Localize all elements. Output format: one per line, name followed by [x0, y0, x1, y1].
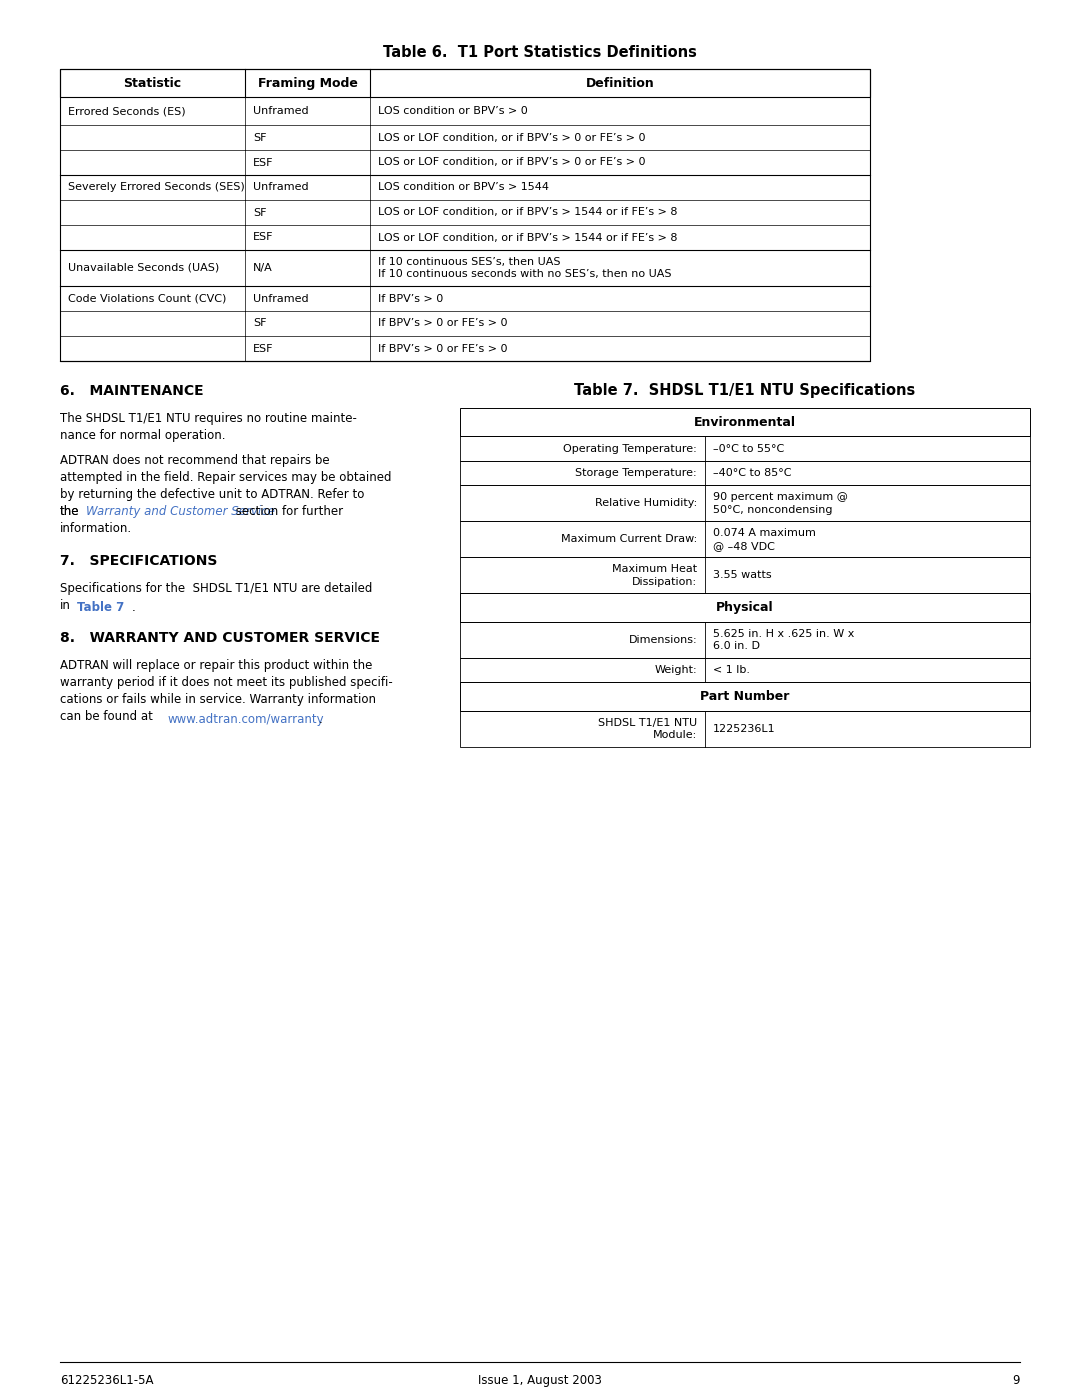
Text: Maximum Current Draw:: Maximum Current Draw: — [561, 535, 697, 545]
Text: –40°C to 85°C: –40°C to 85°C — [713, 468, 792, 478]
Text: Issue 1, August 2003: Issue 1, August 2003 — [478, 1375, 602, 1387]
Text: < 1 lb.: < 1 lb. — [713, 665, 751, 675]
Text: Specifications for the  SHDSL T1/E1 NTU are detailed
in: Specifications for the SHDSL T1/E1 NTU a… — [60, 583, 373, 612]
Text: Unavailable Seconds (UAS): Unavailable Seconds (UAS) — [68, 263, 219, 272]
Text: ADTRAN will replace or repair this product within the
warranty period if it does: ADTRAN will replace or repair this produ… — [60, 659, 393, 724]
Text: SF: SF — [253, 319, 267, 328]
Bar — [460, 594, 1030, 622]
Bar — [60, 68, 870, 360]
Bar — [60, 68, 870, 96]
Text: LOS condition or BPV’s > 1544: LOS condition or BPV’s > 1544 — [378, 183, 549, 193]
Text: Table 6.  T1 Port Statistics Definitions: Table 6. T1 Port Statistics Definitions — [383, 45, 697, 60]
Text: Relative Humidity:: Relative Humidity: — [595, 499, 697, 509]
Text: SF: SF — [253, 133, 267, 142]
Text: 9: 9 — [1013, 1375, 1020, 1387]
Text: If BPV’s > 0: If BPV’s > 0 — [378, 293, 443, 303]
Text: 8.   WARRANTY AND CUSTOMER SERVICE: 8. WARRANTY AND CUSTOMER SERVICE — [60, 631, 380, 645]
Text: LOS or LOF condition, or if BPV’s > 0 or FE’s > 0: LOS or LOF condition, or if BPV’s > 0 or… — [378, 158, 646, 168]
Text: Unframed: Unframed — [253, 106, 309, 116]
Text: 6.   MAINTENANCE: 6. MAINTENANCE — [60, 384, 204, 398]
Bar — [460, 622, 1030, 658]
Text: 0.074 A maximum
@ –48 VDC: 0.074 A maximum @ –48 VDC — [713, 528, 816, 550]
Text: LOS condition or BPV’s > 0: LOS condition or BPV’s > 0 — [378, 106, 528, 116]
Text: Environmental: Environmental — [694, 416, 796, 429]
Text: LOS or LOF condition, or if BPV’s > 1544 or if FE’s > 8: LOS or LOF condition, or if BPV’s > 1544… — [378, 232, 677, 243]
Text: Severely Errored Seconds (SES): Severely Errored Seconds (SES) — [68, 183, 245, 193]
Text: Unframed: Unframed — [253, 183, 309, 193]
Text: SF: SF — [253, 208, 267, 218]
Bar — [460, 557, 1030, 594]
Text: LOS or LOF condition, or if BPV’s > 1544 or if FE’s > 8: LOS or LOF condition, or if BPV’s > 1544… — [378, 208, 677, 218]
Text: Unframed: Unframed — [253, 293, 309, 303]
Text: Table 7: Table 7 — [78, 602, 125, 615]
Bar — [460, 658, 1030, 683]
Text: 61225236L1-5A: 61225236L1-5A — [60, 1375, 153, 1387]
Text: Definition: Definition — [585, 77, 654, 89]
Text: .: . — [132, 602, 135, 615]
Text: ESF: ESF — [253, 158, 273, 168]
Text: 5.625 in. H x .625 in. W x
6.0 in. D: 5.625 in. H x .625 in. W x 6.0 in. D — [713, 629, 854, 651]
Text: N/A: N/A — [253, 263, 273, 272]
Text: If 10 continuous SES’s, then UAS
If 10 continuous seconds with no SES’s, then no: If 10 continuous SES’s, then UAS If 10 c… — [378, 257, 672, 279]
Text: 1225236L1: 1225236L1 — [713, 724, 775, 733]
Text: ESF: ESF — [253, 344, 273, 353]
Text: Physical: Physical — [716, 601, 773, 615]
Text: Storage Temperature:: Storage Temperature: — [576, 468, 697, 478]
Text: section for further: section for further — [232, 504, 343, 518]
Bar — [460, 461, 1030, 486]
Text: Framing Mode: Framing Mode — [257, 77, 357, 89]
Text: ADTRAN does not recommend that repairs be
attempted in the field. Repair service: ADTRAN does not recommend that repairs b… — [60, 454, 391, 518]
Text: the: the — [60, 504, 80, 518]
Text: Statistic: Statistic — [123, 77, 181, 89]
Bar — [460, 711, 1030, 747]
Text: Table 7.  SHDSL T1/E1 NTU Specifications: Table 7. SHDSL T1/E1 NTU Specifications — [575, 383, 916, 398]
Text: SHDSL T1/E1 NTU
Module:: SHDSL T1/E1 NTU Module: — [598, 718, 697, 740]
Text: –0°C to 55°C: –0°C to 55°C — [713, 444, 784, 454]
Text: 90 percent maximum @
50°C, noncondensing: 90 percent maximum @ 50°C, noncondensing — [713, 492, 848, 514]
Text: .: . — [319, 712, 323, 726]
Bar — [460, 436, 1030, 461]
Text: If BPV’s > 0 or FE’s > 0: If BPV’s > 0 or FE’s > 0 — [378, 344, 508, 353]
Bar — [460, 408, 1030, 436]
Text: ESF: ESF — [253, 232, 273, 243]
Text: information.: information. — [60, 522, 132, 535]
Text: 3.55 watts: 3.55 watts — [713, 570, 772, 581]
Bar — [460, 683, 1030, 711]
Text: Operating Temperature:: Operating Temperature: — [564, 444, 697, 454]
Text: Dimensions:: Dimensions: — [629, 636, 697, 645]
Text: Warranty and Customer Service: Warranty and Customer Service — [86, 504, 275, 518]
Text: www.adtran.com/warranty: www.adtran.com/warranty — [167, 712, 324, 726]
Text: LOS or LOF condition, or if BPV’s > 0 or FE’s > 0: LOS or LOF condition, or if BPV’s > 0 or… — [378, 133, 646, 142]
Text: The SHDSL T1/E1 NTU requires no routine mainte-
nance for normal operation.: The SHDSL T1/E1 NTU requires no routine … — [60, 412, 356, 441]
Text: Part Number: Part Number — [700, 690, 789, 703]
Text: Errored Seconds (ES): Errored Seconds (ES) — [68, 106, 186, 116]
Text: Code Violations Count (CVC): Code Violations Count (CVC) — [68, 293, 227, 303]
Text: Maximum Heat
Dissipation:: Maximum Heat Dissipation: — [612, 564, 697, 587]
Bar — [460, 486, 1030, 521]
Text: If BPV’s > 0 or FE’s > 0: If BPV’s > 0 or FE’s > 0 — [378, 319, 508, 328]
Text: 7.   SPECIFICATIONS: 7. SPECIFICATIONS — [60, 555, 217, 569]
Text: Weight:: Weight: — [654, 665, 697, 675]
Bar — [460, 521, 1030, 557]
